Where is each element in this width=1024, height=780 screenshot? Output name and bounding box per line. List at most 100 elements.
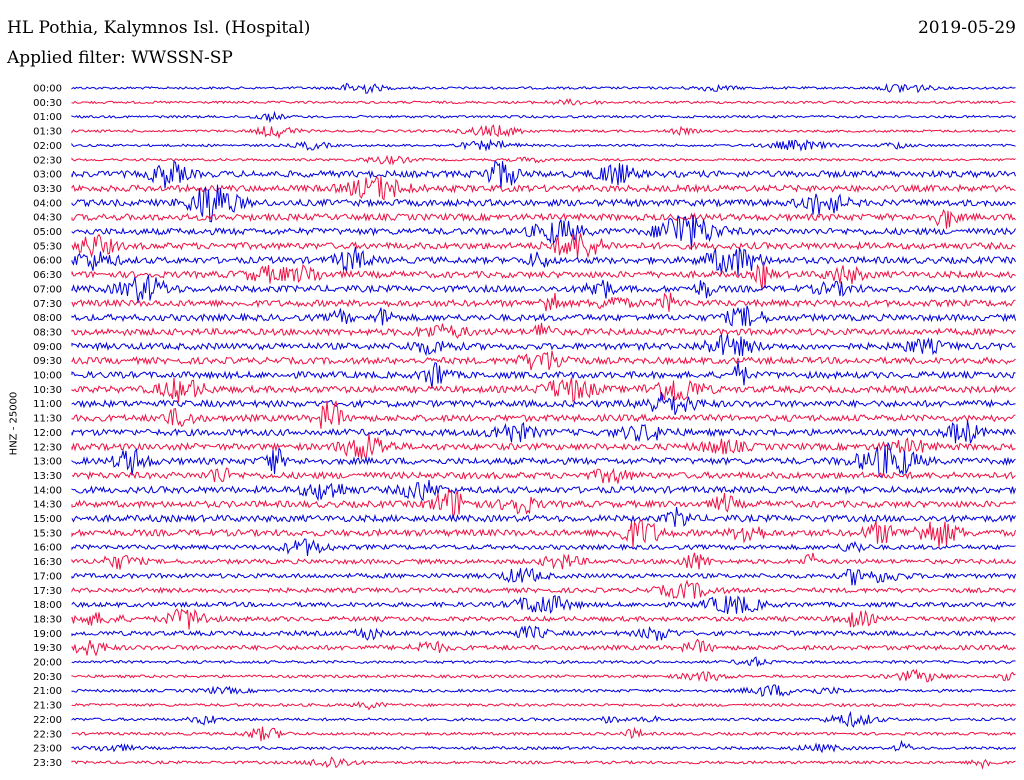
seismic-trace-row [71,538,1016,556]
seismic-trace-row [71,467,1016,484]
row-time-label: 13:30 [33,471,62,482]
seismic-trace-row [71,110,1016,124]
row-time-label: 10:30 [33,385,62,396]
row-time-label: 22:30 [33,729,62,740]
row-time-label: 00:30 [33,98,62,109]
row-time-label: 13:00 [33,457,62,468]
seismic-trace-row [71,479,1016,502]
seismic-trace-row [71,433,1016,461]
row-time-label: 11:30 [33,414,62,425]
seismic-trace-row [71,656,1016,667]
seismic-trace-row [71,322,1016,339]
date-label: 2019-05-29 [917,18,1016,38]
seismic-trace-row [71,350,1016,371]
row-time-label: 11:00 [33,399,62,410]
row-time-label: 04:30 [33,213,62,224]
row-time-label: 07:00 [33,284,62,295]
row-time-label: 03:00 [33,170,62,181]
row-time-label: 03:30 [33,184,62,195]
seismic-trace-row [71,488,1016,519]
row-time-label: 18:00 [33,600,62,611]
row-time-label: 16:00 [33,543,62,554]
row-time-label: 09:00 [33,342,62,353]
seismic-trace-row [71,261,1016,291]
row-time-label: 17:30 [33,586,62,597]
seismic-trace-row [71,160,1016,189]
row-time-label: 19:00 [33,629,62,640]
seismic-trace-row [71,334,1016,357]
seismic-trace-row [71,124,1016,140]
seismic-trace-row [71,209,1016,229]
row-time-label: 20:30 [33,672,62,683]
row-time-label: 20:00 [33,658,62,669]
seismic-trace-row [71,400,1016,429]
row-time-label: 17:00 [33,571,62,582]
seismic-trace-row [71,82,1016,94]
seismic-trace-row [71,668,1016,683]
row-time-label: 14:00 [33,485,62,496]
seismic-trace-row [71,442,1016,479]
row-time-label: 02:00 [33,141,62,152]
seismic-trace-row [71,246,1016,276]
seismic-trace-row [71,638,1016,657]
seismic-trace-row [71,97,1016,106]
seismic-trace-row [71,305,1016,327]
row-time-label: 01:30 [33,127,62,138]
seismic-trace-row [71,391,1016,415]
row-time-label: 21:30 [33,701,62,712]
seismic-trace-row [71,292,1016,312]
seismic-trace-row [71,154,1016,166]
row-time-label: 15:00 [33,514,62,525]
row-time-label: 02:30 [33,155,62,166]
row-time-label: 04:00 [33,198,62,209]
row-time-label: 23:00 [33,744,62,755]
row-time-label: 06:00 [33,256,62,267]
row-time-label: 07:30 [33,299,62,310]
seismic-trace-row [71,579,1016,599]
row-time-label: 14:30 [33,500,62,511]
row-time-label: 16:30 [33,557,62,568]
seismic-trace-row [71,552,1016,570]
row-time-label: 18:30 [33,614,62,625]
seismic-trace-row [71,275,1016,304]
row-time-label: 10:00 [33,371,62,382]
row-time-label: 00:00 [33,84,62,95]
seismic-trace-row [71,608,1016,630]
seismic-trace-row [71,184,1016,223]
row-time-label: 09:30 [33,356,62,367]
row-time-label: 23:30 [33,758,62,769]
seismic-trace-row [71,420,1016,444]
row-time-label: 21:00 [33,686,62,697]
seismic-trace-row [71,138,1016,152]
seismic-trace-row [71,176,1016,201]
row-time-label: 12:30 [33,442,62,453]
seismic-trace-row [71,756,1016,770]
row-time-label: 15:30 [33,528,62,539]
seismic-trace-row [71,360,1016,389]
row-time-label: 05:30 [33,241,62,252]
seismic-trace-row [71,684,1016,697]
seismic-trace-row [71,710,1016,728]
seismic-trace-row [71,567,1016,586]
station-title: HL Pothia, Kalymnos Isl. (Hospital) [7,18,311,38]
row-time-label: 01:00 [33,112,62,123]
row-time-label: 05:00 [33,227,62,238]
seismic-trace-row [71,377,1016,403]
seismic-trace-row [71,507,1016,527]
seismic-trace-row [71,726,1016,742]
seismic-trace-row [71,625,1016,641]
seismic-trace-row [71,233,1016,259]
filter-label: Applied filter: WWSSN-SP [7,48,233,68]
row-time-label: 08:00 [33,313,62,324]
row-time-label: 12:00 [33,428,62,439]
seismic-trace-row [71,214,1016,250]
row-time-label: 22:00 [33,715,62,726]
row-time-label: 19:30 [33,643,62,654]
seismic-trace-row [71,739,1016,754]
seismic-trace-row [71,701,1016,711]
seismic-trace-row [71,594,1016,614]
row-time-label: 08:30 [33,327,62,338]
seismic-trace-row [71,519,1016,548]
row-time-label: 06:30 [33,270,62,281]
